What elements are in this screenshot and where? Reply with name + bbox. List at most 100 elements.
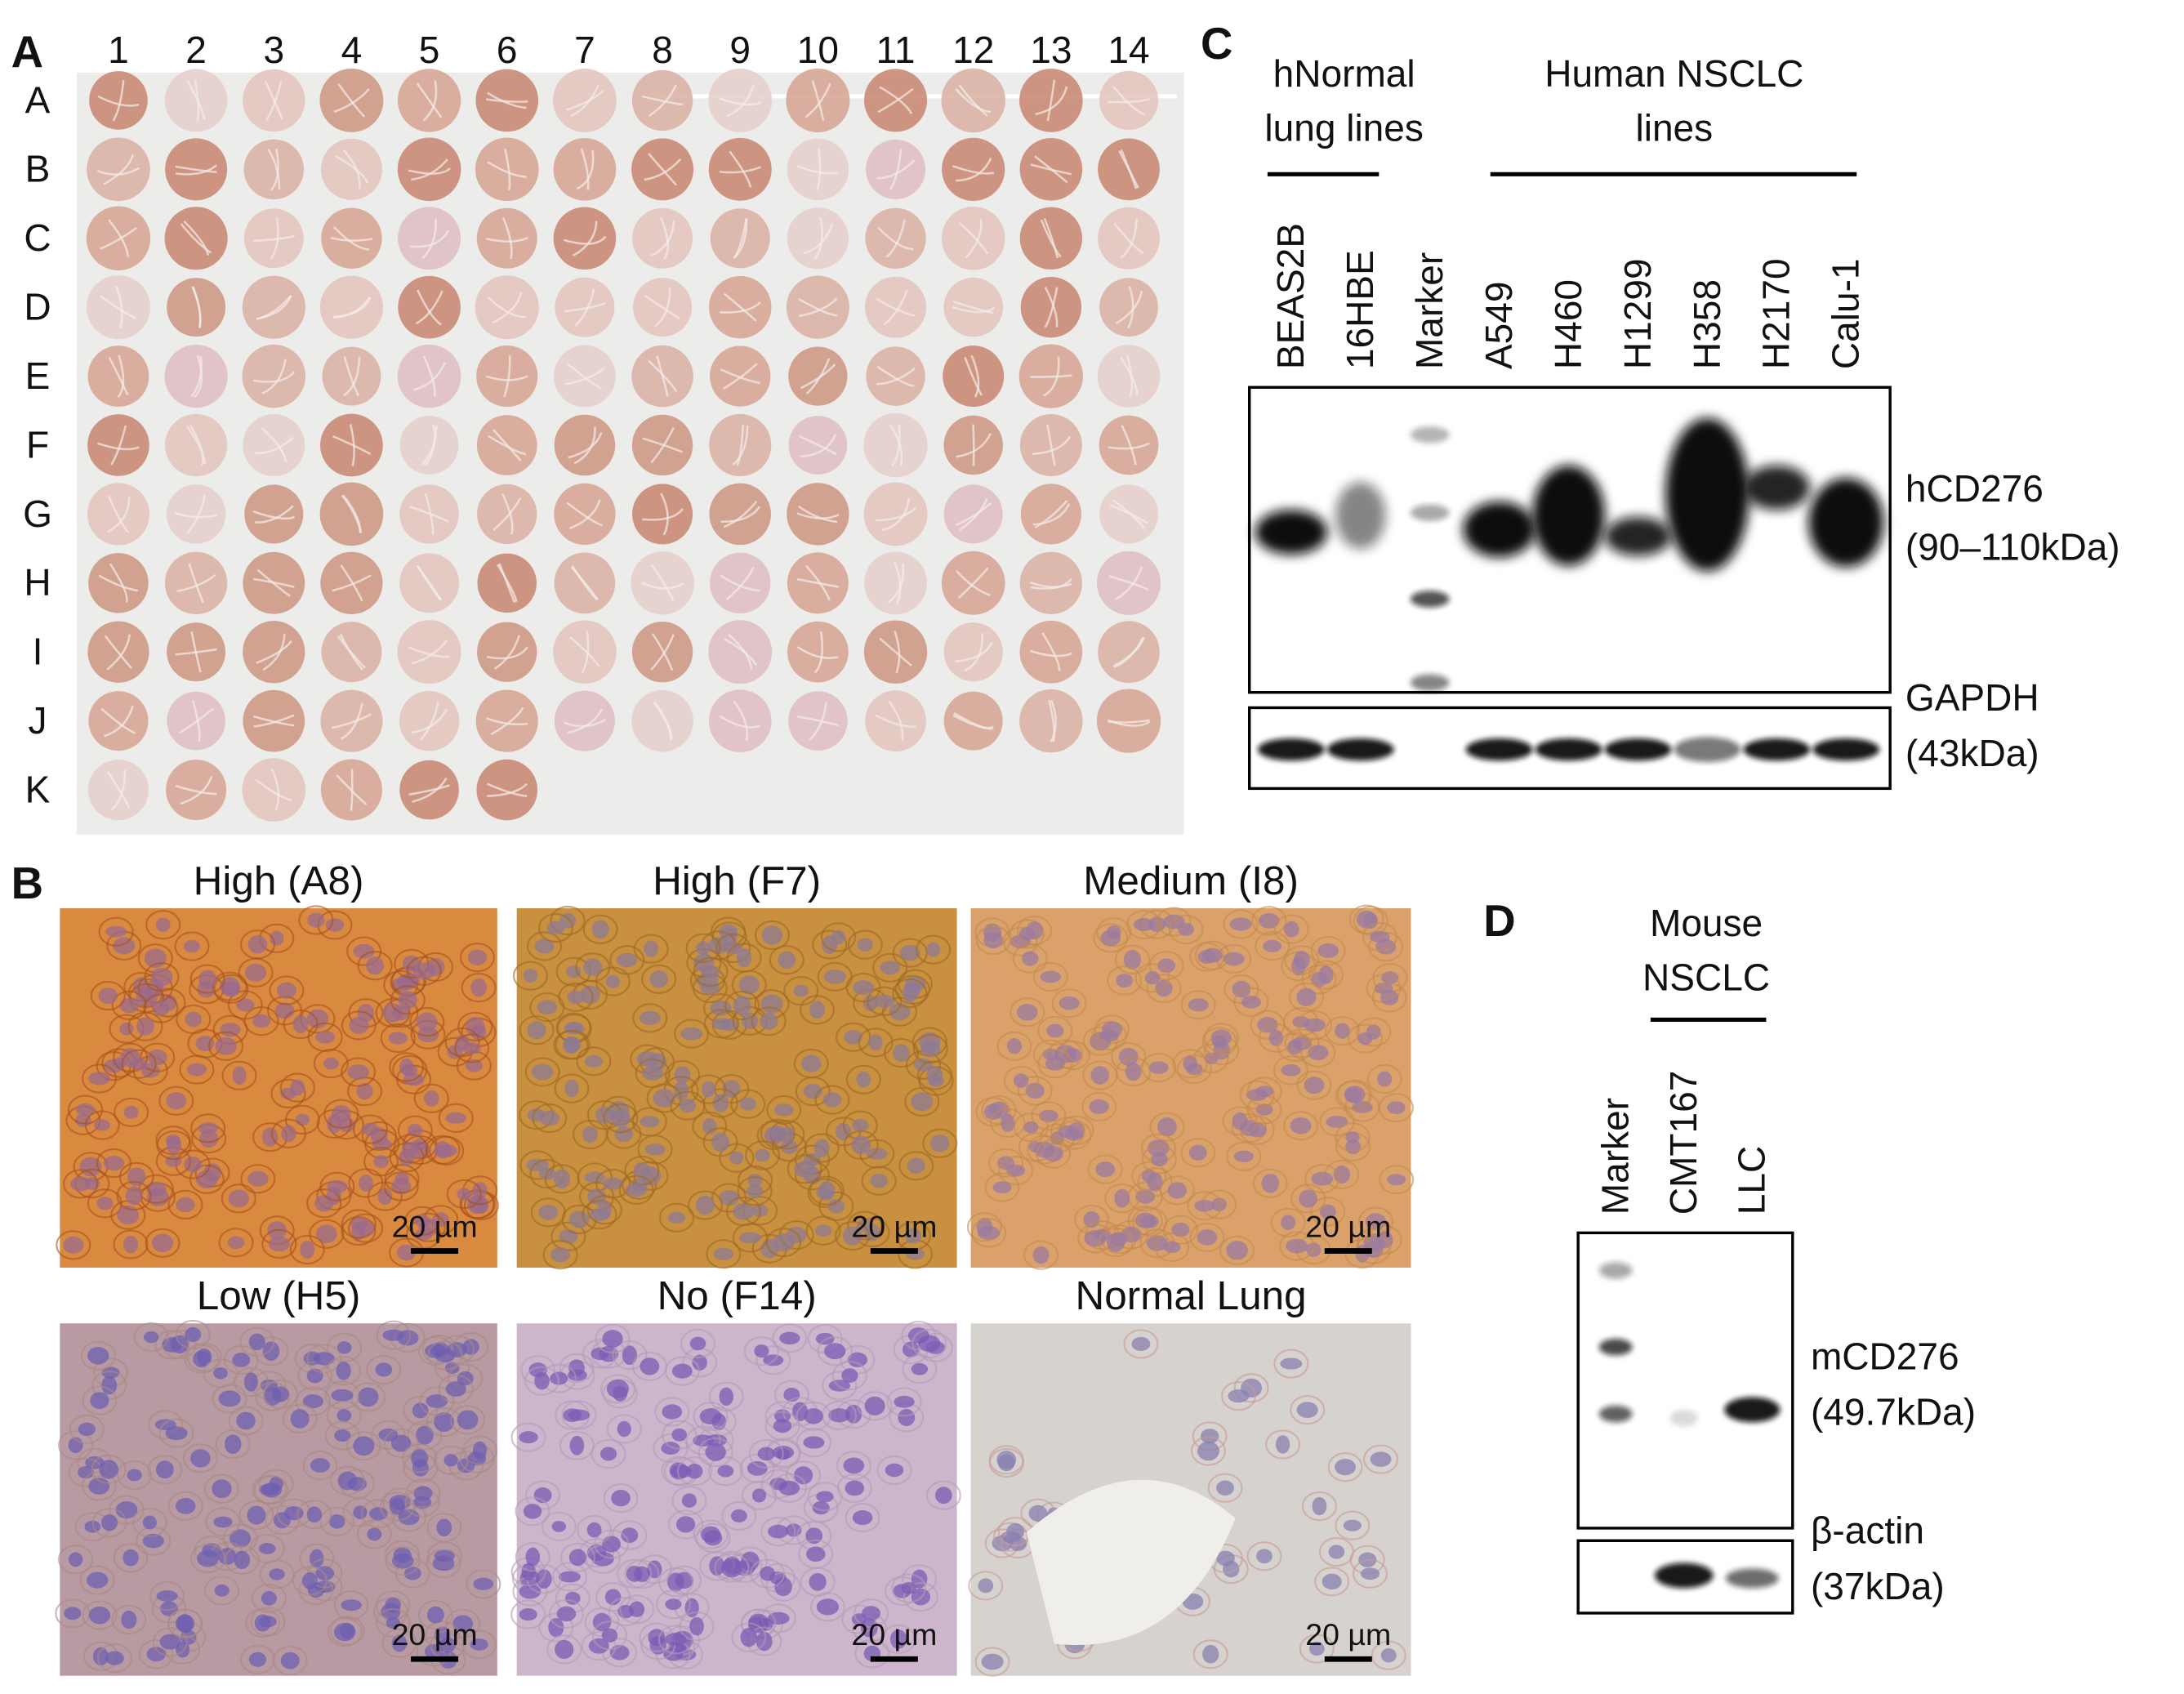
- cell-membrane: [203, 1358, 238, 1389]
- cell-membrane: [706, 1239, 742, 1269]
- core-texture: [1115, 566, 1143, 600]
- cell-membrane: [1159, 1175, 1195, 1206]
- core-texture: [875, 714, 916, 729]
- cell-membrane: [903, 1581, 938, 1612]
- cell-nucleus: [356, 1082, 373, 1100]
- core-texture: [894, 631, 901, 674]
- cell-nucleus: [680, 1027, 703, 1041]
- cell-nucleus: [1202, 1644, 1219, 1664]
- core-texture: [191, 700, 201, 742]
- cell-membrane: [916, 1060, 952, 1090]
- cell-membrane: [1251, 906, 1287, 936]
- cell-membrane: [138, 1639, 174, 1669]
- row-label: J: [29, 699, 47, 742]
- cell-nucleus: [605, 974, 621, 988]
- cell-membrane: [63, 1169, 99, 1199]
- cell-nucleus: [901, 1581, 917, 1594]
- cell-nucleus: [416, 1425, 434, 1445]
- cell-nucleus: [315, 1031, 336, 1044]
- marker-band: [1598, 1405, 1633, 1423]
- cell-membrane: [680, 1328, 716, 1359]
- cell-membrane: [524, 1057, 560, 1087]
- cell-membrane: [1148, 951, 1184, 981]
- blot-frame: [1576, 1231, 1794, 1530]
- cell-nucleus: [1241, 995, 1261, 1009]
- cell-membrane: [426, 1548, 461, 1579]
- cell-nucleus: [394, 1172, 409, 1185]
- row-label: B: [25, 148, 51, 190]
- cell-nucleus: [1255, 1103, 1273, 1116]
- core-texture: [487, 161, 527, 178]
- cell-nucleus: [742, 1012, 759, 1030]
- cell-nucleus: [101, 1375, 118, 1395]
- cell-nucleus: [564, 1036, 582, 1053]
- cell-nucleus: [1032, 1246, 1050, 1264]
- cell-membrane: [548, 1598, 584, 1629]
- cell-membrane: [1226, 1141, 1262, 1171]
- core-texture: [408, 167, 452, 175]
- cell-nucleus: [816, 1598, 840, 1616]
- cell-nucleus: [136, 989, 158, 1007]
- core-texture: [1108, 442, 1151, 450]
- cell-membrane: [635, 1058, 671, 1089]
- cell-membrane: [1009, 919, 1045, 949]
- cell-nucleus: [1322, 1573, 1342, 1590]
- band: [1335, 482, 1386, 550]
- cell-membrane: [56, 1230, 91, 1260]
- cell-nucleus: [679, 1099, 697, 1113]
- cell-membrane: [990, 1108, 1026, 1138]
- core-texture: [653, 701, 673, 741]
- core-texture: [720, 368, 760, 385]
- cell-membrane: [114, 1097, 149, 1128]
- cell-nucleus: [1216, 1550, 1235, 1567]
- cell-membrane: [898, 1151, 934, 1181]
- cell-nucleus: [1356, 910, 1377, 929]
- cell-membrane: [750, 1558, 786, 1589]
- column-label: 3: [263, 29, 284, 71]
- cell-membrane: [1318, 1536, 1354, 1567]
- cell-membrane: [619, 1594, 655, 1625]
- column-label: 2: [185, 29, 207, 71]
- cell-nucleus: [793, 984, 809, 997]
- cell-nucleus: [434, 1141, 452, 1159]
- cell-membrane: [992, 1522, 1028, 1552]
- core-texture: [264, 81, 283, 120]
- cell-membrane: [754, 920, 791, 951]
- cell-nucleus: [1317, 943, 1339, 958]
- band: [1465, 738, 1533, 761]
- cell-nucleus: [331, 1389, 354, 1402]
- cell-nucleus: [1194, 1200, 1215, 1212]
- core-texture: [175, 511, 217, 519]
- core-texture: [110, 769, 127, 811]
- cell-membrane: [730, 1089, 766, 1119]
- lane-label: Marker: [1408, 252, 1451, 369]
- cell-nucleus: [621, 1527, 639, 1544]
- cell-membrane: [1146, 973, 1182, 1004]
- core-texture: [952, 300, 994, 314]
- cell-membrane: [384, 1163, 420, 1194]
- cell-nucleus: [70, 1176, 91, 1192]
- cell-membrane: [582, 914, 618, 944]
- cell-nucleus: [584, 1054, 604, 1068]
- core-texture: [252, 577, 295, 589]
- cell-nucleus: [426, 1393, 448, 1408]
- cell-nucleus: [1360, 1567, 1380, 1580]
- cell-nucleus: [617, 952, 638, 968]
- row-label: I: [33, 631, 43, 673]
- cell-nucleus: [719, 1189, 739, 1206]
- cell-membrane: [555, 1029, 591, 1060]
- cell-membrane: [167, 1608, 203, 1638]
- image-title: High (A8): [194, 858, 364, 903]
- cell-nucleus: [100, 1513, 118, 1531]
- cell-membrane: [145, 910, 181, 940]
- cell-nucleus: [185, 1326, 202, 1343]
- cell-membrane: [203, 1473, 240, 1504]
- cell-nucleus: [125, 1186, 143, 1206]
- cell-nucleus: [649, 970, 668, 988]
- cell-membrane: [1310, 935, 1346, 966]
- band: [1604, 738, 1672, 761]
- cell-membrane: [1141, 1052, 1177, 1083]
- cell-membrane: [111, 1604, 147, 1635]
- tissue-core: [787, 138, 849, 201]
